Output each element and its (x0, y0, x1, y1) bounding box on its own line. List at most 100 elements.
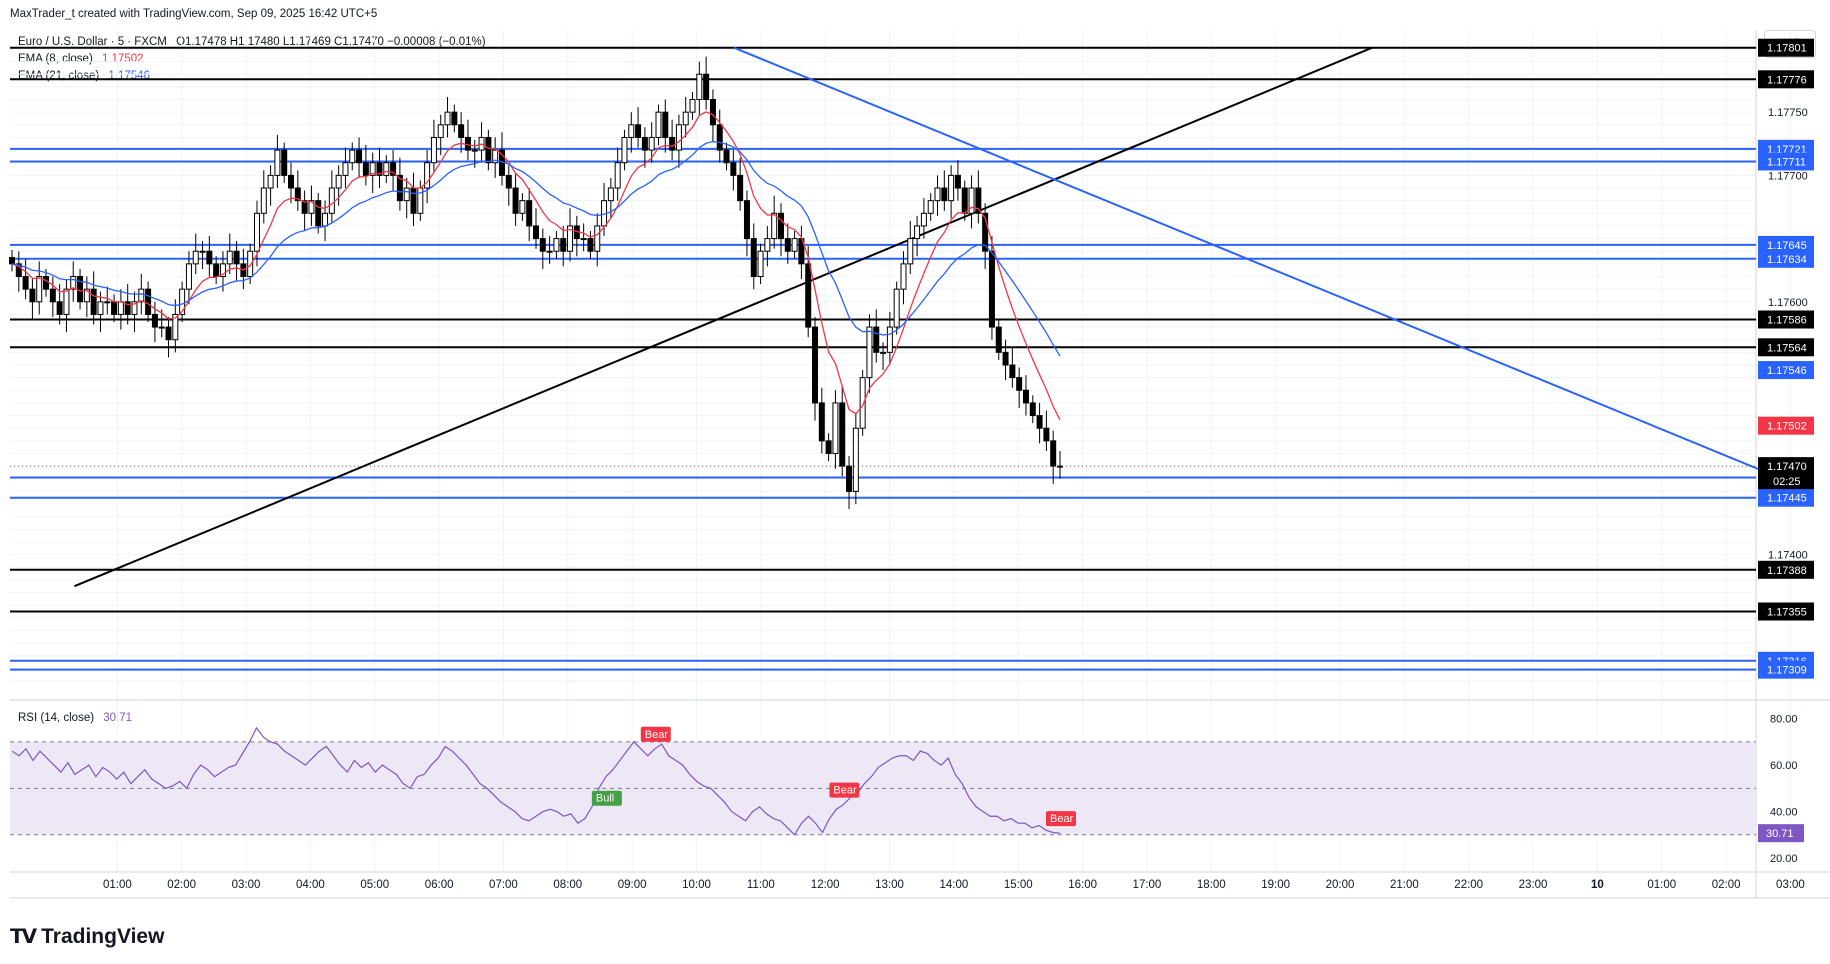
ema21-value: 1.17546 (108, 70, 150, 82)
candle-body (519, 200, 526, 214)
candle-body (1057, 465, 1063, 468)
candle-body (825, 440, 832, 454)
candle-body (662, 111, 669, 138)
time-tick-label: 13:00 (875, 879, 904, 891)
time-tick-label: 03:00 (232, 879, 261, 891)
candle-body (1050, 440, 1057, 467)
ema8-line (11, 111, 1061, 421)
price-tick-label: 1.17400 (1768, 550, 1808, 562)
candle-body (22, 276, 29, 290)
chart-legend: Euro / U.S. Dollar · 5 · FXCM O1.17478 H… (18, 34, 492, 85)
candle-body (226, 250, 233, 265)
candle-body (546, 250, 553, 253)
candle-body (9, 257, 15, 265)
time-tick-label: 17:00 (1133, 879, 1162, 891)
time-tick-label: 21:00 (1390, 879, 1419, 891)
candle-body (614, 162, 621, 189)
candle-body (56, 301, 63, 315)
candle-body (934, 187, 941, 202)
candle-body (852, 427, 859, 492)
candle-body (886, 326, 893, 353)
tradingview-logo[interactable]: 𝗧𝗩 TradingView (10, 924, 164, 949)
candle-body (743, 200, 750, 240)
candle-body (607, 187, 614, 202)
candle-body (1009, 364, 1016, 379)
candle-body (1002, 351, 1009, 366)
rsi-legend[interactable]: RSI (14, close) 30.71 (18, 712, 132, 724)
rsi-tick-label: 40.00 (1770, 807, 1798, 819)
time-tick-label: 08:00 (553, 879, 582, 891)
price-level-badge: 1.17645 (1767, 240, 1807, 252)
candle-body (253, 212, 260, 252)
time-tick-label: 20:00 (1326, 879, 1355, 891)
candle-body (281, 149, 288, 176)
price-level-badge-bg (1758, 602, 1814, 621)
bear-divergence-label: Bear (1050, 813, 1074, 825)
candle-body (995, 326, 1002, 353)
candle-body (737, 174, 744, 202)
candle-body (587, 238, 594, 252)
candle-body (893, 288, 900, 328)
candle-body (594, 225, 601, 252)
candle-body (356, 149, 363, 164)
candle-body (219, 263, 226, 278)
candle-body (805, 263, 812, 328)
candle-body (900, 263, 907, 290)
time-tick-label: 16:00 (1068, 879, 1097, 891)
rsi-line (11, 726, 1061, 836)
time-tick-label: 10:00 (682, 879, 711, 891)
price-badge-ema21-bg (1758, 361, 1814, 380)
candle-body (29, 288, 36, 303)
ema21-row[interactable]: EMA (21, close) 1.17546 (18, 68, 492, 85)
candle-body (151, 313, 158, 328)
candle-body (403, 187, 410, 202)
candle-body (70, 276, 77, 290)
time-tick-label: 09:00 (618, 879, 647, 891)
price-tick-label: 1.17700 (1768, 170, 1808, 182)
candle-body (689, 99, 696, 113)
candle-body (920, 212, 927, 227)
candle-body (199, 250, 206, 253)
price-level-badge-bg (1758, 468, 1814, 487)
tradingview-logo-icon: 𝗧𝗩 (10, 926, 37, 948)
candle-body (349, 149, 356, 164)
candle-body (240, 263, 247, 278)
candle-body (907, 238, 914, 265)
candle-body (730, 162, 737, 176)
symbol-row[interactable]: Euro / U.S. Dollar · 5 · FXCM O1.17478 H… (18, 34, 492, 51)
divergence-label-bg (591, 790, 622, 806)
candle-body (648, 136, 655, 151)
candle-body (90, 288, 97, 315)
price-level-badge: 1.17309 (1767, 665, 1807, 677)
candle-body (158, 326, 165, 329)
countdown-label: 02:25 (1773, 476, 1801, 488)
candle-body (567, 225, 574, 252)
candle-body (458, 124, 465, 138)
candle-body (131, 301, 138, 315)
price-level-badge-bg (1758, 70, 1814, 89)
candle-body (274, 149, 281, 176)
candle-body (784, 238, 791, 252)
price-level-badge: 1.17634 (1767, 254, 1807, 266)
ema8-row[interactable]: EMA (8, close) 1.17502 (18, 51, 492, 68)
candle-body (621, 136, 628, 164)
candle-body (798, 238, 805, 265)
candle-body (839, 402, 846, 467)
currency-button[interactable]: USD (1764, 30, 1816, 58)
symbol-name[interactable]: Euro / U.S. Dollar · 5 · FXCM (18, 36, 167, 48)
countdown-bg (1758, 474, 1814, 490)
candle-body (335, 174, 342, 189)
candle-body (362, 162, 369, 176)
tradingview-logo-text: TradingView (41, 924, 165, 948)
candle-body (777, 212, 784, 240)
candle-body (36, 276, 43, 303)
price-level-badge-bg (1758, 152, 1814, 171)
price-level-badge-bg (1758, 235, 1814, 254)
price-level-badge: 1.17564 (1767, 342, 1807, 354)
time-tick-label: 01:00 (103, 879, 132, 891)
candle-body (185, 263, 192, 290)
candle-body (982, 212, 989, 252)
candle-body (832, 402, 839, 454)
candle-body (213, 263, 220, 278)
